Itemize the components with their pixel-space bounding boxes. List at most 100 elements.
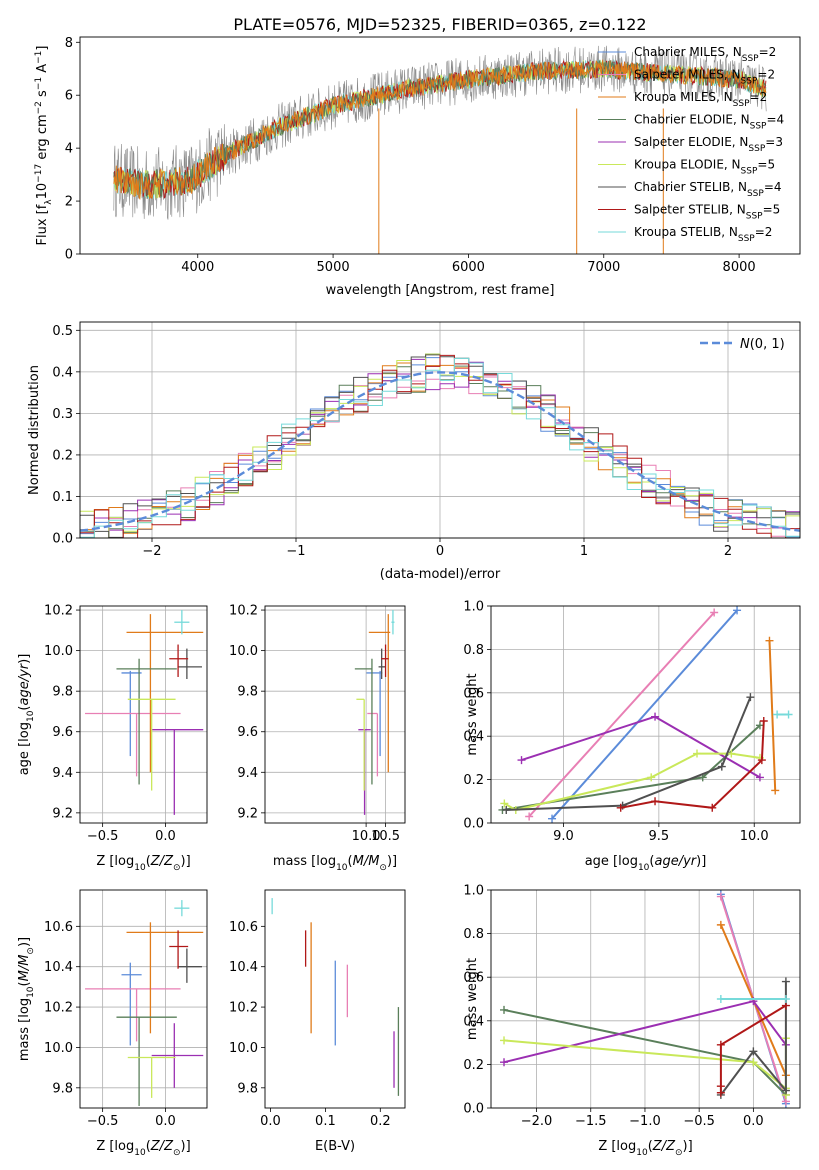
y-tick-label: 10.2 xyxy=(229,1001,258,1016)
sfh-marker-salpeter-elodie xyxy=(500,1058,509,1067)
sfh-marker-chabrier-miles xyxy=(733,606,742,615)
sfh-line-salpeter-elodie xyxy=(521,715,761,779)
x-tick-label: −1.5 xyxy=(575,1114,607,1129)
sfh-marker-chabrier-stelib xyxy=(502,805,511,814)
y-tick-label: 10.0 xyxy=(44,1041,73,1056)
y-tick-label: 0.4 xyxy=(52,365,73,380)
y-tick-label: 8 xyxy=(65,36,73,51)
sfh-marker-salpeter-stelib xyxy=(716,1040,725,1049)
legend-label: Chabrier STELIB, NSSP=4 xyxy=(634,180,782,199)
sfh-marker-kroupa-elodie xyxy=(727,749,736,758)
sfh-marker-salpeter-stelib xyxy=(757,756,766,765)
x-tick-label: 2 xyxy=(724,544,732,559)
legend-label: Kroupa ELODIE, NSSP=5 xyxy=(634,158,775,177)
y-tick-label: 9.6 xyxy=(52,725,73,740)
x-tick-label: 1 xyxy=(580,544,588,559)
y-tick-label: 9.8 xyxy=(52,685,73,700)
x-tick-label: 6000 xyxy=(452,260,485,275)
sfh-line-chabrier-stelib xyxy=(506,696,752,811)
legend-label: Salpeter ELODIE, NSSP=3 xyxy=(634,135,783,154)
sfh-marker-chabrier-stelib xyxy=(717,762,726,771)
y-tick-label: 0.3 xyxy=(52,407,73,422)
residuals-panel: −2 −1 0 1 2 0.0 0.1 0.2 0.3 0.4 0.5 (data-model)/er… xyxy=(27,321,801,582)
sfh-marker-chabrier-stelib xyxy=(781,1086,790,1095)
sfh-marker-salpeter-stelib xyxy=(759,717,768,726)
x-tick-label: 0.0 xyxy=(260,1114,281,1129)
sfh-marker-chabrier-stelib xyxy=(746,693,755,702)
y-tick-label: 0.2 xyxy=(52,448,73,463)
axes-frame xyxy=(490,889,801,1109)
y-tick-label: 0.2 xyxy=(463,773,484,788)
x-tick-label: −1.0 xyxy=(629,1114,661,1129)
sfh-marker-kroupa-stelib xyxy=(716,995,725,1003)
legend-label: Kroupa STELIB, NSSP=2 xyxy=(634,225,772,244)
histogram-kroupa-stelib xyxy=(80,357,800,538)
x-tick-label: 0.0 xyxy=(155,1114,176,1129)
x-tick-label: 8000 xyxy=(723,260,756,275)
x-axis-label: Z [log10(Z/Z⊙)] xyxy=(598,1139,692,1158)
y-tick-label: 0.1 xyxy=(52,490,73,505)
sfh-marker-salpeter-miles xyxy=(710,608,719,617)
x-tick-label: −0.5 xyxy=(87,829,119,844)
x-tick-label: −1 xyxy=(286,544,305,559)
y-tick-label: 10.6 xyxy=(229,920,258,935)
sfh-marker-salpeter-miles xyxy=(716,892,725,901)
sfh-marker-salpeter-elodie xyxy=(651,712,660,721)
y-axis-label: mass weight xyxy=(465,673,480,755)
y-axis-label: mass weight xyxy=(465,958,480,1040)
y-tick-label: 10.0 xyxy=(229,1041,258,1056)
legend-label: Kroupa MILES, NSSP=2 xyxy=(634,90,767,109)
y-tick-label: 1.0 xyxy=(463,884,484,899)
y-axis-label: Normed distribution xyxy=(27,365,42,495)
sfh-line-chabrier-miles xyxy=(551,609,738,820)
y-tick-label: 4 xyxy=(65,142,73,157)
y-tick-label: 6 xyxy=(65,89,73,104)
x-tick-label: 10.5 xyxy=(371,829,400,844)
axes-frame xyxy=(79,321,801,539)
massweight-vs-z-panel: −2.0 −1.5 −1.0 −0.5 0.0 0.0 0.2 0.4 0.6 0.8 1.0 Z [… xyxy=(463,884,801,1158)
x-tick-label: 7000 xyxy=(587,260,620,275)
sfh-marker-kroupa-stelib xyxy=(773,710,782,719)
sfh-marker-kroupa-elodie xyxy=(693,749,701,758)
sfh-marker-salpeter-elodie xyxy=(517,756,526,765)
spectrum-panel: 4000 5000 6000 7000 8000 0 2 4 6 8 wavelength [Ang… xyxy=(34,36,801,298)
axes-frame xyxy=(264,605,406,824)
y-tick-label: 0.4 xyxy=(463,1014,484,1029)
y-tick-label: 9.8 xyxy=(237,685,258,700)
y-tick-label: 9.8 xyxy=(237,1081,258,1096)
y-tick-label: 9.4 xyxy=(52,766,73,781)
y-tick-label: 9.2 xyxy=(237,806,258,821)
y-tick-label: 0.6 xyxy=(463,971,484,986)
y-tick-label: 0 xyxy=(65,248,73,263)
sfh-marker-kroupa-elodie xyxy=(500,799,509,808)
axes-frame xyxy=(79,889,208,1109)
legend-label: Chabrier MILES, NSSP=2 xyxy=(634,45,776,64)
figure-title: PLATE=0576, MJD=52325, FIBERID=0365, z=0… xyxy=(233,15,646,34)
normal-curve xyxy=(79,371,801,532)
y-tick-label: 10.4 xyxy=(44,960,73,975)
x-axis-label: E(B-V) xyxy=(315,1139,355,1154)
x-tick-label: −0.5 xyxy=(683,1114,715,1129)
y-tick-label: 2 xyxy=(65,195,73,210)
y-tick-label: 1.0 xyxy=(463,600,484,615)
x-tick-label: 0.0 xyxy=(155,829,176,844)
sfh-marker-chabrier-miles xyxy=(548,814,557,823)
y-tick-label: 0.0 xyxy=(52,532,73,547)
axes-frame xyxy=(79,605,208,824)
x-tick-label: 4000 xyxy=(181,260,214,275)
x-tick-label: −2.0 xyxy=(521,1114,553,1129)
sfh-marker-chabrier-stelib xyxy=(781,977,790,986)
sfh-marker-kroupa-elodie xyxy=(647,773,656,782)
axes-frame xyxy=(264,889,406,1109)
y-tick-label: 0.0 xyxy=(463,1102,484,1117)
y-tick-label: 0.0 xyxy=(463,817,484,832)
sfh-marker-salpeter-stelib xyxy=(716,1082,725,1091)
sfh-line-kroupa-miles xyxy=(768,640,777,791)
legend-label: Chabrier ELODIE, NSSP=4 xyxy=(634,113,784,132)
sfh-marker-kroupa-elodie xyxy=(500,1036,509,1045)
y-tick-label: 10.0 xyxy=(44,644,73,659)
sfh-line-salpeter-stelib xyxy=(620,720,765,809)
mass-vs-ebv-panel: 0.0 0.1 0.2 9.8 10.0 10.2 10.4 10.6 E(B-V) xyxy=(229,889,406,1154)
